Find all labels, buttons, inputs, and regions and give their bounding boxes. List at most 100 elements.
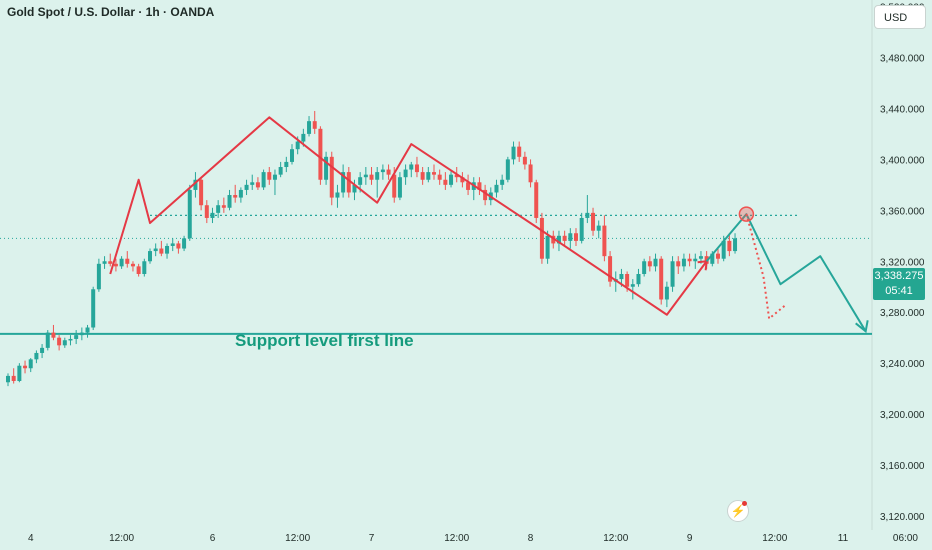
candle-body: [551, 235, 556, 244]
candle-body: [165, 245, 170, 254]
candle-body: [539, 217, 544, 259]
x-tick-label: 8: [528, 533, 534, 544]
candle-body: [176, 243, 181, 249]
candle-body: [596, 225, 601, 231]
candle-body: [449, 174, 454, 185]
y-tick-label: 3,480.000: [880, 53, 925, 64]
candle-body: [267, 172, 272, 180]
candle-body: [233, 195, 238, 198]
candle-body: [698, 256, 703, 259]
candle-body: [85, 327, 90, 333]
candle-body: [625, 274, 630, 287]
x-tick-label: 6: [210, 533, 216, 544]
candle-body: [170, 243, 175, 246]
candle-body: [579, 217, 584, 241]
candle-body: [102, 261, 107, 264]
candle-body: [335, 192, 340, 198]
candle-body: [272, 174, 277, 180]
candle-body: [432, 172, 436, 175]
candle-body: [341, 172, 346, 193]
candle-body: [505, 159, 510, 180]
candle-body: [647, 261, 652, 267]
candle-body: [290, 149, 294, 162]
candle-body: [6, 375, 10, 383]
candle-body: [227, 195, 232, 208]
candle-body: [113, 263, 118, 267]
candle-body: [28, 359, 33, 369]
candle-body: [585, 212, 590, 218]
candle-body: [68, 338, 73, 341]
candle-body: [34, 352, 39, 360]
symbol-title[interactable]: Gold Spot / U.S. Dollar · 1h · OANDA: [7, 5, 215, 19]
candle-body: [346, 172, 351, 193]
candle-body: [238, 189, 243, 198]
candle-body: [182, 238, 187, 249]
candle-body: [318, 128, 323, 180]
candle-body: [642, 261, 647, 274]
candle-body: [221, 205, 226, 208]
candle-body: [358, 177, 363, 185]
candle-body: [153, 248, 158, 252]
candle-body: [619, 274, 624, 280]
y-tick-label: 3,200.000: [880, 410, 925, 421]
candle-body: [204, 205, 209, 218]
candle-body: [96, 263, 101, 290]
candle-body: [545, 235, 550, 259]
candle-body: [17, 365, 22, 381]
candle-body: [568, 233, 573, 241]
candle-body: [380, 169, 385, 173]
candle-body: [45, 332, 50, 348]
candle-body: [591, 212, 596, 231]
x-tick-label: 06:00: [893, 533, 918, 544]
pattern-zigzag-line: [109, 116, 708, 316]
candle-body: [733, 238, 738, 252]
candle-body: [261, 172, 266, 188]
x-tick-label: 12:00: [444, 533, 469, 544]
candle-body: [397, 177, 402, 198]
currency-button[interactable]: USD: [874, 5, 926, 29]
candle-body: [130, 263, 135, 267]
x-tick-label: 7: [369, 533, 375, 544]
candle-body: [460, 177, 465, 183]
y-tick-label: 3,440.000: [880, 104, 925, 115]
candle-body: [136, 266, 141, 274]
candle-body: [142, 261, 147, 274]
candle-body: [193, 179, 198, 190]
x-tick-label: 12:00: [285, 533, 310, 544]
candle-body: [556, 235, 561, 244]
projection-path-line: [705, 213, 867, 332]
candle-body: [23, 365, 28, 369]
projection-arrowhead: [855, 320, 869, 334]
candle-body: [687, 258, 692, 262]
candle-body: [426, 172, 431, 180]
candle-body: [51, 332, 56, 338]
lightning-icon[interactable]: ⚡: [727, 500, 749, 522]
candle-body: [119, 258, 124, 267]
candle-body: [443, 179, 448, 185]
candle-body: [159, 248, 164, 254]
candle-body: [710, 253, 715, 264]
candle-body: [284, 161, 289, 168]
candle-body: [574, 233, 578, 241]
candle-body: [608, 256, 613, 282]
x-tick-label: 12:00: [603, 533, 628, 544]
projection-dotted-line: [745, 213, 787, 321]
candle-body: [477, 182, 482, 190]
candle-body: [670, 261, 675, 287]
candle-body: [79, 332, 84, 336]
candle-body: [721, 240, 726, 259]
support-annotation-text[interactable]: Support level first line: [235, 331, 414, 350]
candle-body: [301, 133, 306, 142]
y-tick-label: 3,360.000: [880, 206, 925, 217]
candle-body: [664, 286, 669, 300]
candle-body: [511, 146, 516, 160]
candle-body: [369, 174, 374, 180]
y-tick-label: 3,320.000: [880, 257, 925, 268]
candle-body: [108, 261, 113, 264]
last-price-value: 3,338.275: [874, 270, 924, 282]
bar-countdown: 05:41: [885, 285, 913, 297]
candle-body: [392, 174, 397, 198]
candle-body: [727, 240, 732, 252]
candle-body: [602, 225, 607, 257]
